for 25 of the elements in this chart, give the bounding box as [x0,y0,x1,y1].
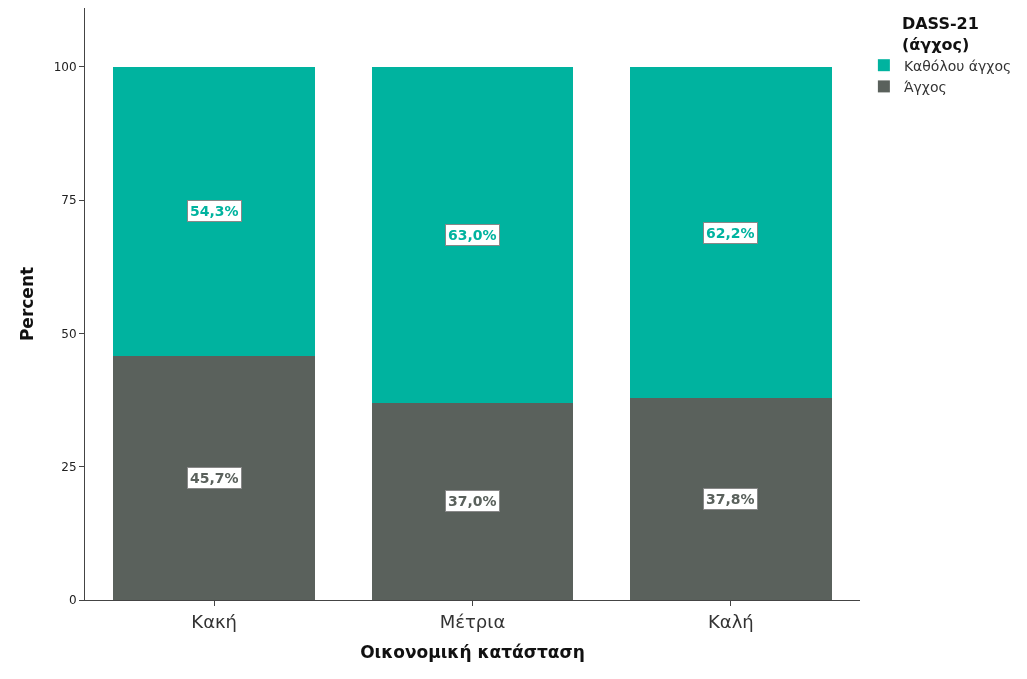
bar [371,66,574,403]
y-tick-label: 75 [61,193,77,208]
y-tick-label: 50 [61,326,77,341]
bar [630,398,832,600]
bar [630,66,832,399]
legend-label: Καθόλου άγχος [903,57,1012,74]
bar [113,66,315,357]
data-label: 37,8% [706,491,755,507]
data-label: 54,3% [190,203,239,219]
legend-title: DASS-21 (άγχος) [901,13,979,54]
bar [371,402,574,600]
bar [113,356,315,600]
x-axis-title: Οικονομική κατάσταση [360,642,585,662]
y-tick-label: 100 [53,59,77,74]
data-label: 37,0% [448,493,497,509]
data-label: 63,0% [448,227,497,243]
x-tick-label: Κακή [191,610,238,632]
y-tick-label: 0 [68,593,77,608]
x-tick-label: Καλή [707,610,754,632]
legend-label: Άγχος [903,78,947,95]
x-tick-label: Μέτρια [439,610,506,632]
y-axis-title: Percent [17,266,38,342]
y-tick-label: 25 [61,459,77,474]
data-label: 62,2% [706,225,755,241]
data-label: 45,7% [190,470,239,486]
